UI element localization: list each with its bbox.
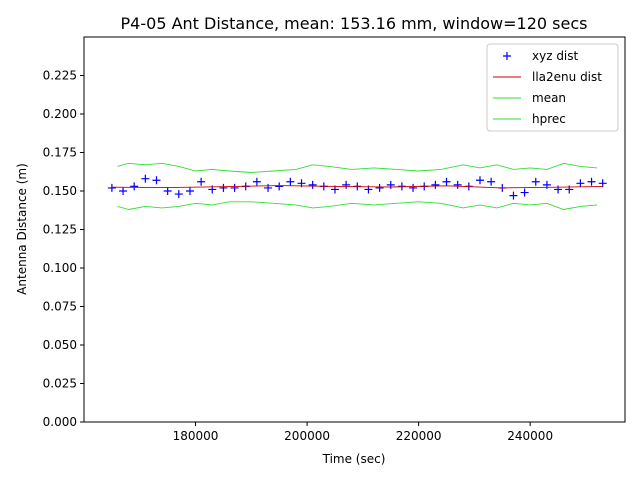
legend-item: xyz dist: [503, 49, 579, 63]
legend: xyz dist lla2enu dist mean hprec: [486, 43, 619, 132]
legend-label: hprec: [532, 112, 566, 126]
y-tick-label: 0.025: [43, 377, 77, 391]
series-hprec: [117, 201, 598, 210]
legend-label: lla2enu dist: [532, 70, 602, 84]
legend-marker: [503, 52, 511, 60]
legend-item: mean: [493, 91, 566, 105]
data-point: [386, 180, 395, 189]
data-point: [286, 177, 295, 186]
data-point: [119, 187, 128, 195]
series-line: [117, 201, 598, 210]
x-tick-label: 220000: [396, 429, 442, 443]
x-tick-label: 240000: [507, 429, 553, 443]
legend-item: hprec: [493, 112, 566, 126]
data-point: [230, 183, 239, 192]
data-point: [531, 177, 540, 186]
y-tick-label: 0.000: [43, 415, 77, 429]
y-tick-label: 0.225: [43, 69, 77, 83]
y-tick-label: 0.075: [43, 300, 77, 314]
y-tick-label: 0.050: [43, 338, 77, 352]
data-point: [185, 187, 194, 195]
data-point: [152, 176, 161, 185]
data-point: [107, 183, 116, 192]
data-point: [264, 183, 273, 192]
data-point: [163, 187, 172, 195]
y-axis-label: Antenna Distance (m): [15, 163, 29, 295]
series-line: [117, 162, 598, 173]
chart-title: P4-05 Ant Distance, mean: 153.16 mm, win…: [121, 14, 588, 33]
data-point: [431, 180, 440, 189]
legend-label: xyz dist: [532, 49, 579, 63]
data-point: [442, 177, 451, 186]
data-point: [252, 177, 261, 186]
x-tick-label: 180000: [173, 429, 219, 443]
data-point: [141, 174, 150, 183]
data-point: [475, 176, 484, 185]
data-point: [174, 190, 183, 199]
data-point: [375, 183, 384, 192]
y-tick-label: 0.200: [43, 107, 77, 121]
data-point: [487, 177, 496, 186]
data-point: [275, 182, 284, 191]
y-axis: 0.000 0.025 0.050 0.075 0.100 0.125 0.150 0.175…: [43, 69, 84, 429]
data-point: [520, 188, 529, 197]
data-point: [576, 179, 585, 188]
x-tick-label: 200000: [284, 429, 330, 443]
data-point: [219, 183, 228, 192]
data-point: [308, 180, 317, 189]
x-axis-label: Time (sec): [322, 452, 386, 466]
legend-label: mean: [532, 91, 566, 105]
series-lla2enu-dist: [111, 185, 603, 189]
legend-box: [486, 43, 619, 132]
legend-item: lla2enu dist: [493, 70, 602, 84]
data-point: [342, 180, 351, 189]
data-point: [554, 185, 563, 194]
x-axis: 180000 200000 220000 240000: [173, 422, 553, 443]
data-point: [587, 177, 596, 186]
data-point: [409, 183, 418, 192]
y-tick-label: 0.175: [43, 146, 77, 160]
data-point: [509, 191, 518, 200]
data-point: [130, 182, 139, 191]
series-line: [111, 185, 603, 189]
y-tick-label: 0.150: [43, 184, 77, 198]
data-point: [453, 180, 462, 189]
y-tick-label: 0.100: [43, 261, 77, 275]
plot-area: [107, 162, 607, 210]
y-tick-label: 0.125: [43, 223, 77, 237]
series-mean: [117, 162, 598, 173]
data-point: [197, 177, 206, 186]
